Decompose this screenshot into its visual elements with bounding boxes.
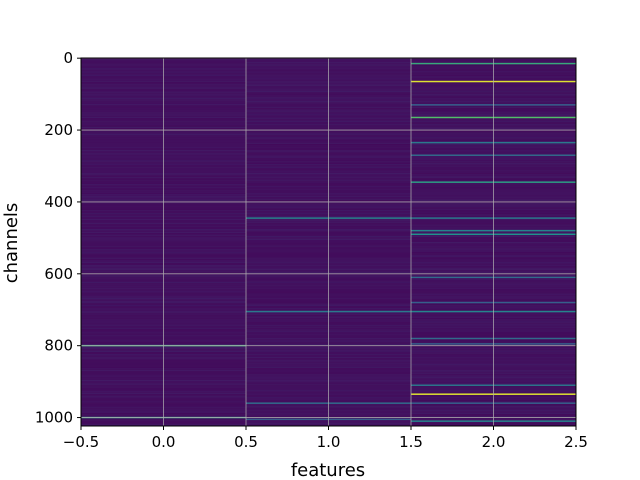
y-tick-label: 400: [44, 193, 73, 211]
y-tick-label: 1000: [35, 409, 73, 427]
x-tick-label: 0.0: [152, 433, 176, 451]
x-tick-label: 1.5: [399, 433, 423, 451]
y-tick-label: 800: [44, 337, 73, 355]
x-tick-label: 1.0: [317, 433, 341, 451]
y-tick-label: 200: [44, 121, 73, 139]
y-tick-label: 0: [63, 49, 73, 67]
x-axis-label: features: [291, 460, 365, 480]
x-tick-label: −0.5: [63, 433, 99, 451]
y-tick-label: 600: [44, 265, 73, 283]
x-axis-ticks: −0.5 0.0 0.5 1.0 1.5 2.0 2.5: [63, 426, 588, 451]
y-axis-label: channels: [1, 203, 22, 284]
x-tick-label: 2.0: [482, 433, 506, 451]
x-tick-label: 0.5: [234, 433, 258, 451]
x-tick-label: 2.5: [564, 433, 588, 451]
y-axis-ticks: 0 200 400 600 800 1000: [35, 49, 81, 427]
